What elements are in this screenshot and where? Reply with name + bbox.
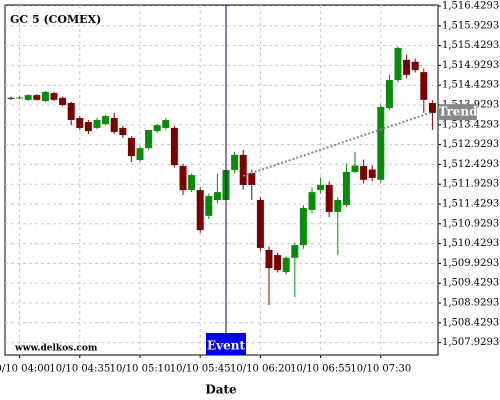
candle-body — [93, 120, 101, 128]
candle-body — [59, 97, 67, 105]
candle-body — [24, 95, 32, 100]
trend-label: Trend — [438, 105, 478, 119]
candle-body — [67, 103, 75, 121]
candle-body — [239, 154, 247, 185]
candle-body — [420, 72, 428, 100]
candle-body — [428, 103, 436, 113]
y-tick-label: 1,514.4293 — [442, 80, 499, 91]
candle-body — [41, 91, 49, 102]
plot-frame — [4, 4, 439, 356]
trend-line — [242, 111, 433, 177]
x-tick-label: 10/10 05:10 — [110, 364, 171, 375]
event-label: Event — [207, 339, 245, 353]
candle-body — [317, 184, 325, 191]
y-tick-label: 1,513.4293 — [442, 119, 499, 130]
x-axis-title: Date — [205, 383, 237, 397]
candle-body — [136, 148, 144, 161]
x-tick-label: 10/10 06:55 — [290, 364, 351, 375]
candle-body — [16, 97, 24, 99]
watermark: www.delkos.com — [14, 344, 98, 354]
x-tick-label: 10/10 04:35 — [49, 364, 110, 375]
x-tick-label: 10/10 07:30 — [350, 364, 411, 375]
y-tick-label: 1,509.4293 — [442, 278, 499, 289]
y-tick-label: 1,508.4293 — [442, 317, 499, 328]
x-tick-label: 10/10 05:45 — [170, 364, 231, 375]
candle-body — [231, 154, 239, 170]
candle-body — [33, 95, 41, 100]
candle-body — [299, 207, 307, 246]
candle-body — [145, 129, 153, 149]
candle-body — [360, 165, 368, 180]
candle-body — [196, 190, 204, 231]
y-tick-label: 1,508.9293 — [442, 297, 499, 308]
y-tick-label: 1,514.9293 — [442, 60, 499, 71]
candle-body — [411, 61, 419, 71]
candle-body — [248, 173, 256, 185]
candle-body — [351, 165, 359, 172]
y-tick-label: 1,507.9293 — [442, 337, 499, 348]
candle-body — [291, 245, 299, 258]
chart-title: GC 5 (COMEX) — [10, 13, 101, 26]
candle-body — [265, 249, 273, 269]
y-tick-label: 1,511.4293 — [442, 199, 499, 210]
candle-body — [213, 192, 221, 201]
candle-body — [84, 122, 92, 132]
candle-body — [153, 125, 161, 132]
y-tick-label: 1,512.4293 — [442, 159, 499, 170]
candle-body — [7, 97, 15, 99]
y-tick-label: 1,510.9293 — [442, 218, 499, 229]
candle-body — [385, 80, 393, 109]
candle-body — [403, 59, 411, 75]
candle-body — [50, 93, 58, 100]
candle-body — [334, 200, 342, 212]
trend-label-box — [439, 104, 477, 121]
y-tick-label: 1,509.9293 — [442, 258, 499, 269]
candle-body — [179, 165, 187, 191]
y-tick-label: 1,512.9293 — [442, 139, 499, 150]
candle-body — [394, 47, 402, 81]
candle-body — [119, 127, 127, 136]
candle-body — [102, 116, 110, 124]
candle-body — [282, 257, 290, 273]
candle-body — [308, 192, 316, 210]
candle-body — [127, 137, 135, 157]
y-tick-label: 1,515.4293 — [442, 40, 499, 51]
candle-body — [325, 184, 333, 212]
candle-body — [188, 175, 196, 191]
y-tick-label: 1,516.4293 — [442, 1, 499, 12]
candle-body — [110, 118, 118, 132]
candle-body — [274, 255, 282, 271]
candle-body — [368, 169, 376, 178]
candle-body — [170, 127, 178, 166]
candle-body — [256, 200, 264, 248]
candle-body — [76, 118, 84, 128]
candle-body — [377, 106, 385, 180]
candle-body — [342, 171, 350, 206]
y-tick-label: 1,510.4293 — [442, 238, 499, 249]
y-tick-label: 1,511.9293 — [442, 179, 499, 190]
event-label-box — [206, 333, 246, 355]
plot-layer — [5, 5, 438, 355]
candle-body — [205, 196, 213, 216]
y-tick-label: 1,515.9293 — [442, 20, 499, 31]
x-tick-label: 10/10 06:20 — [230, 364, 291, 375]
x-tick-label: 10/10 04:00 — [0, 364, 50, 375]
candle-body — [162, 120, 170, 128]
